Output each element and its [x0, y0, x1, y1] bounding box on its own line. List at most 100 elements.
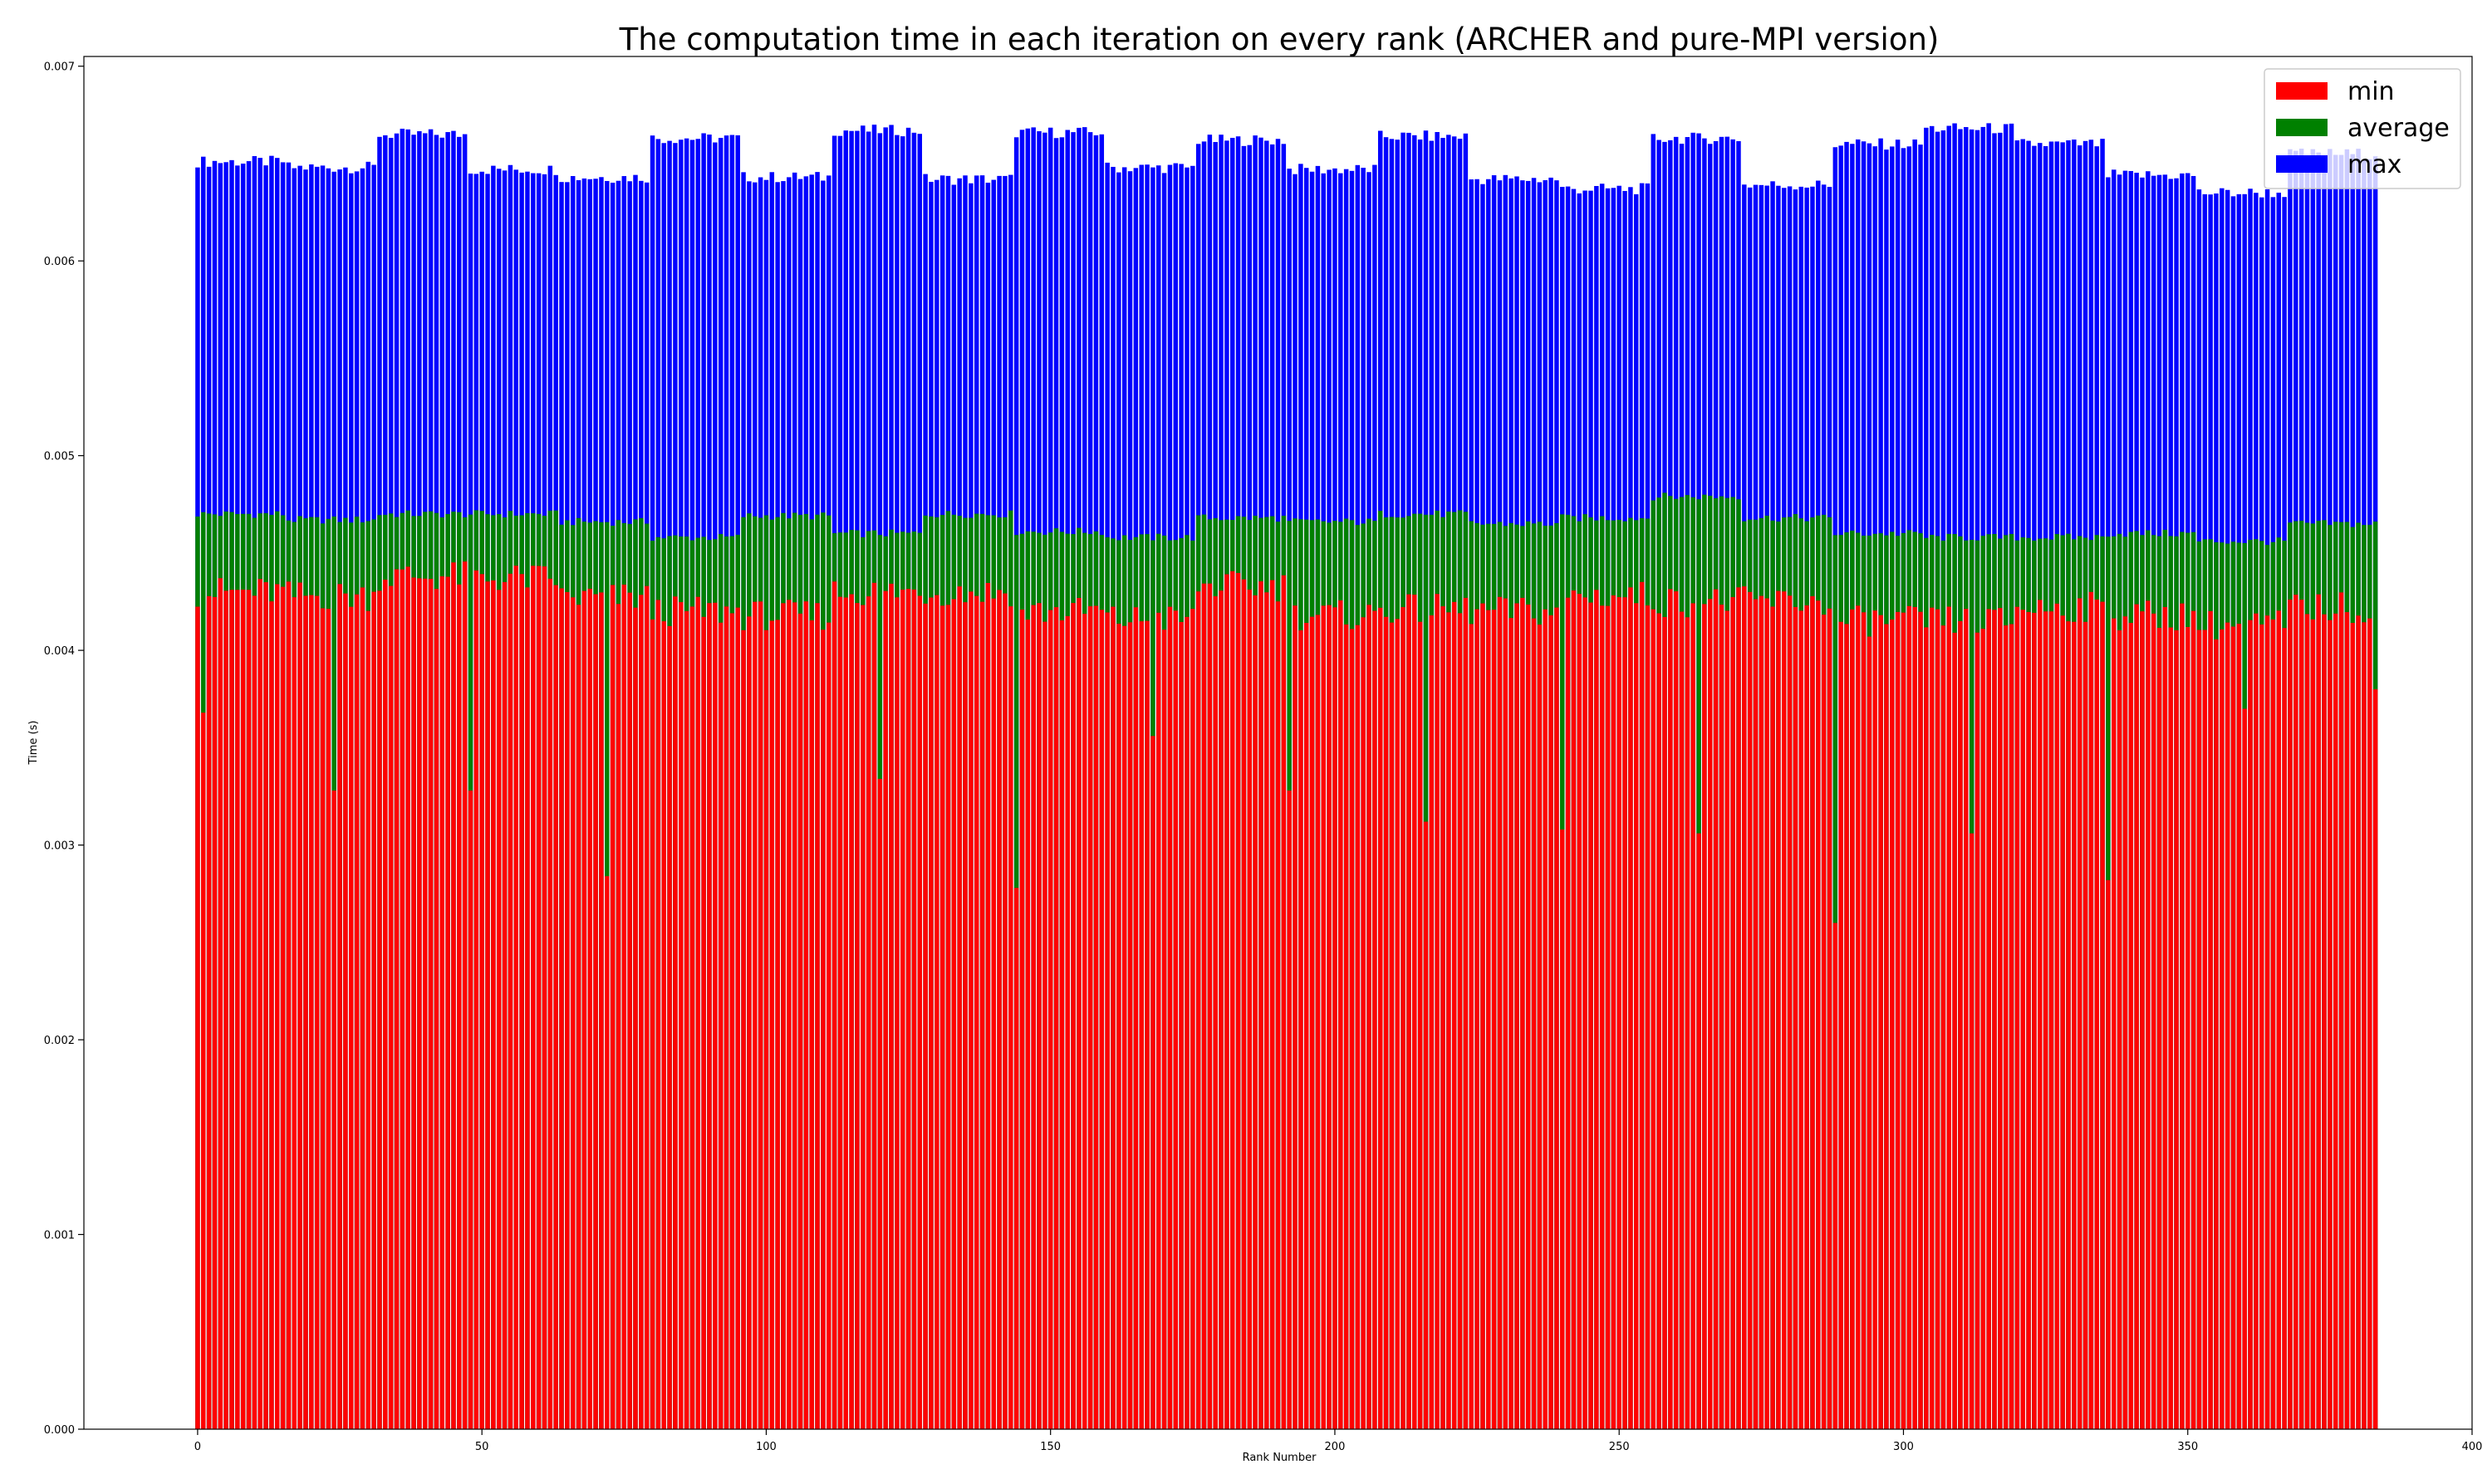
bar-min-rank-227 — [1486, 610, 1491, 1429]
bar-min-rank-256 — [1651, 609, 1656, 1429]
bar-min-rank-354 — [2208, 610, 2213, 1429]
bar-min-rank-135 — [963, 602, 968, 1429]
bar-min-rank-287 — [1827, 608, 1832, 1429]
bar-min-rank-41 — [428, 579, 434, 1429]
bar-min-rank-262 — [1685, 617, 1690, 1429]
bar-min-rank-64 — [559, 588, 564, 1429]
bar-min-rank-106 — [797, 613, 803, 1429]
bar-min-rank-144 — [1013, 888, 1019, 1429]
x-tick-label: 200 — [1325, 1441, 1346, 1453]
bar-min-rank-294 — [1867, 636, 1872, 1429]
bar-min-rank-22 — [320, 608, 326, 1429]
bar-min-rank-0 — [195, 606, 200, 1429]
bar-min-rank-42 — [434, 589, 439, 1429]
bar-min-rank-336 — [2106, 879, 2111, 1429]
bar-min-rank-81 — [655, 600, 661, 1429]
bar-min-rank-19 — [303, 595, 308, 1429]
bar-min-rank-53 — [496, 590, 502, 1429]
bar-min-rank-174 — [1185, 616, 1190, 1429]
bar-min-rank-192 — [1287, 790, 1292, 1429]
bar-min-rank-123 — [895, 597, 900, 1429]
bar-min-rank-261 — [1679, 611, 1685, 1429]
bar-min-rank-76 — [627, 592, 632, 1429]
bar-min-rank-358 — [2230, 626, 2236, 1429]
bar-min-rank-226 — [1480, 603, 1485, 1429]
bar-min-rank-102 — [775, 620, 780, 1429]
bar-min-rank-170 — [1161, 629, 1167, 1429]
bar-min-rank-184 — [1241, 579, 1247, 1429]
bar-min-rank-127 — [917, 595, 922, 1429]
bar-min-rank-328 — [2060, 615, 2065, 1429]
bar-min-rank-269 — [1724, 610, 1730, 1429]
bar-min-rank-55 — [508, 573, 513, 1429]
bar-min-rank-28 — [354, 594, 360, 1429]
bar-min-rank-65 — [565, 591, 570, 1429]
bar-min-rank-9 — [246, 590, 252, 1429]
bar-min-rank-347 — [2168, 627, 2173, 1429]
bar-min-rank-241 — [1565, 597, 1571, 1429]
bar-min-rank-150 — [1047, 610, 1053, 1429]
bar-min-rank-173 — [1179, 621, 1184, 1429]
bar-min-rank-157 — [1087, 606, 1093, 1429]
bar-min-rank-283 — [1804, 605, 1809, 1429]
bar-min-rank-153 — [1065, 615, 1070, 1429]
bar-min-rank-216 — [1423, 821, 1429, 1429]
bar-min-rank-155 — [1077, 598, 1082, 1429]
bar-min-rank-149 — [1042, 621, 1047, 1429]
bar-min-rank-230 — [1503, 598, 1508, 1429]
bar-min-rank-112 — [831, 581, 837, 1429]
bar-min-rank-257 — [1656, 613, 1661, 1429]
bar-min-rank-180 — [1219, 590, 1224, 1429]
bar-min-rank-37 — [405, 566, 410, 1429]
bar-min-rank-114 — [843, 597, 848, 1429]
bar-min-rank-187 — [1258, 581, 1263, 1429]
bar-min-rank-292 — [1855, 605, 1861, 1429]
bar-min-rank-46 — [457, 584, 462, 1429]
bar-min-rank-338 — [2117, 630, 2122, 1429]
bar-min-rank-99 — [758, 601, 763, 1429]
bar-min-rank-334 — [2094, 599, 2099, 1429]
bar-min-rank-86 — [684, 611, 689, 1429]
bar-min-rank-224 — [1469, 624, 1474, 1429]
bar-min-rank-148 — [1037, 603, 1042, 1429]
bar-min-rank-67 — [576, 605, 581, 1429]
bar-min-rank-304 — [1924, 627, 1929, 1429]
bar-min-rank-201 — [1338, 600, 1343, 1429]
x-tick-label: 350 — [2177, 1441, 2198, 1453]
bar-min-rank-218 — [1435, 594, 1440, 1429]
bar-min-rank-231 — [1508, 618, 1513, 1429]
bar-min-rank-277 — [1770, 606, 1775, 1429]
bar-min-rank-344 — [2151, 613, 2156, 1429]
bar-min-rank-322 — [2026, 611, 2031, 1429]
bar-min-rank-21 — [314, 595, 320, 1429]
y-tick-label: 0.003 — [44, 840, 75, 853]
bar-min-rank-214 — [1412, 595, 1417, 1429]
bar-min-rank-299 — [1895, 611, 1901, 1429]
bar-min-rank-66 — [570, 597, 576, 1429]
bar-min-rank-177 — [1201, 583, 1207, 1429]
bar-min-rank-341 — [2134, 604, 2139, 1429]
bar-min-rank-143 — [1008, 606, 1013, 1429]
bar-min-rank-365 — [2270, 619, 2276, 1429]
bar-min-rank-6 — [229, 590, 234, 1429]
bar-min-rank-236 — [1537, 624, 1543, 1429]
bar-min-rank-50 — [479, 574, 484, 1429]
bar-min-rank-172 — [1173, 610, 1179, 1429]
bar-min-rank-34 — [388, 585, 394, 1429]
bar-min-rank-160 — [1105, 612, 1110, 1429]
bar-min-rank-246 — [1594, 590, 1599, 1429]
bar-min-rank-23 — [326, 609, 331, 1429]
bar-min-rank-159 — [1099, 610, 1105, 1429]
bar-min-rank-353 — [2202, 629, 2208, 1429]
y-tick-label: 0.006 — [44, 256, 75, 268]
bar-min-rank-89 — [701, 616, 706, 1429]
bar-min-rank-72 — [605, 876, 610, 1429]
bar-min-rank-301 — [1906, 605, 1912, 1429]
bar-min-rank-267 — [1713, 589, 1719, 1429]
bar-min-rank-308 — [1946, 606, 1951, 1429]
bar-min-rank-222 — [1457, 613, 1463, 1429]
bar-min-rank-111 — [826, 622, 831, 1429]
bar-min-rank-68 — [581, 590, 587, 1429]
bar-min-rank-332 — [2082, 621, 2088, 1429]
